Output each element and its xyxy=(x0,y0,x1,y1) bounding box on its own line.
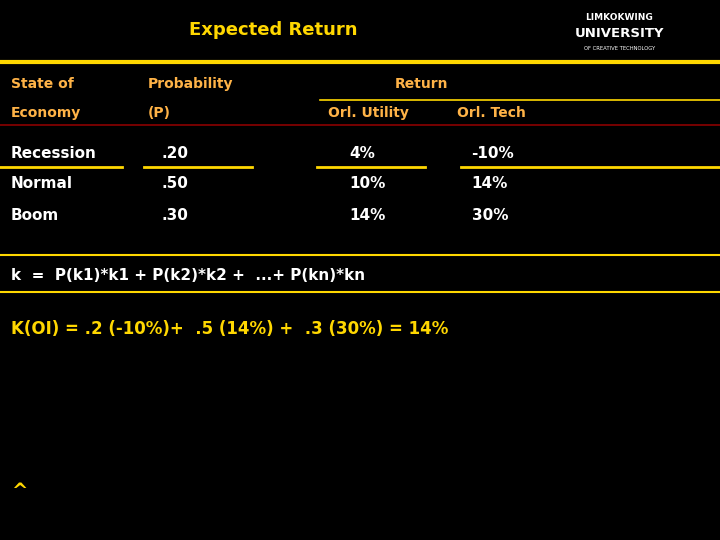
Text: .50: .50 xyxy=(162,176,189,191)
Text: Boom: Boom xyxy=(11,208,59,224)
Text: Recession: Recession xyxy=(11,146,96,161)
Text: .30: .30 xyxy=(162,208,189,224)
Text: UNIVERSITY: UNIVERSITY xyxy=(575,27,664,40)
Text: 4%: 4% xyxy=(349,146,375,161)
Text: Economy: Economy xyxy=(11,106,81,120)
Text: Return: Return xyxy=(395,77,448,91)
Text: k  =  P(k1)*k1 + P(k2)*k2 +  ...+ P(kn)*kn: k = P(k1)*k1 + P(k2)*k2 + ...+ P(kn)*kn xyxy=(11,268,365,283)
Text: Orl. Utility: Orl. Utility xyxy=(328,106,408,120)
Text: 14%: 14% xyxy=(349,208,386,224)
Text: State of: State of xyxy=(11,77,73,91)
Text: LIMKOKWING: LIMKOKWING xyxy=(585,13,653,22)
Text: 30%: 30% xyxy=(472,208,508,224)
Text: Κ(OI) = .2 (-10%)+  .5 (14%) +  .3 (30%) = 14%: Κ(OI) = .2 (-10%)+ .5 (14%) + .3 (30%) =… xyxy=(11,320,448,339)
Text: 14%: 14% xyxy=(472,176,508,191)
Text: OF CREATIVE TECHNOLOGY: OF CREATIVE TECHNOLOGY xyxy=(584,46,654,51)
Text: ^: ^ xyxy=(11,482,27,501)
Text: Expected Return: Expected Return xyxy=(189,21,358,39)
Text: Normal: Normal xyxy=(11,176,73,191)
Text: Orl. Tech: Orl. Tech xyxy=(457,106,526,120)
Text: .20: .20 xyxy=(162,146,189,161)
Text: -10%: -10% xyxy=(472,146,514,161)
Text: (P): (P) xyxy=(148,106,171,120)
Text: Probability: Probability xyxy=(148,77,233,91)
Text: 10%: 10% xyxy=(349,176,386,191)
